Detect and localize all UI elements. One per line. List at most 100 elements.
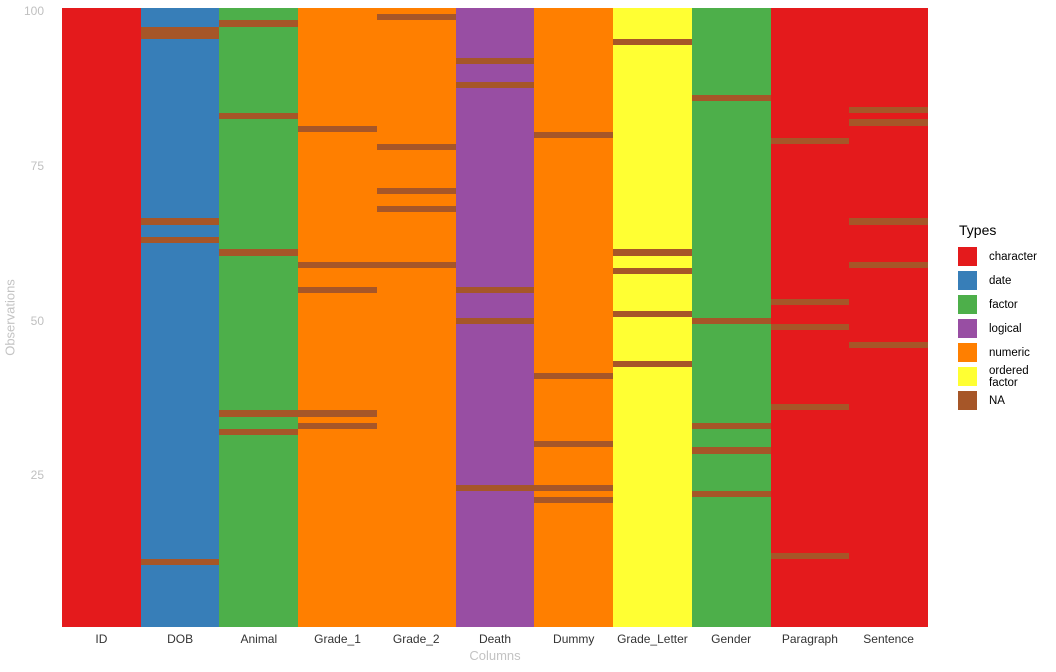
y-tick-label: 50 [30,313,44,328]
na-stripe [534,497,614,504]
column-Sentence [849,8,929,627]
legend-item: logical [958,319,1054,338]
legend: Types character date factor logical numeric o… [958,222,1054,410]
x-tick-label: Paragraph [781,632,838,646]
na-stripe [219,428,299,436]
na-stripe [534,441,614,448]
x-tick-label: Sentence [863,632,914,646]
na-stripe [534,484,614,491]
column-Death [455,8,535,627]
column-DOB [140,8,220,627]
na-stripe [140,218,220,225]
y-tick-label: 25 [30,468,44,483]
legend-swatch [958,367,977,386]
x-tick-label: ID [95,632,108,646]
na-stripe [691,490,771,497]
na-stripe [770,552,850,559]
legend-swatch [958,247,977,266]
legend-swatch [958,271,977,290]
na-stripe [770,323,850,330]
na-stripe [455,317,535,324]
y-tick-label: 100 [23,4,44,19]
legend-label: numeric [989,346,1030,359]
na-stripe [455,484,535,491]
x-axis-ticks: ID DOB Animal Grade_1 Grade_2 Death Dummy Grade… [62,633,928,647]
na-stripe [376,206,456,213]
legend-title: Types [959,222,997,238]
na-stripe [534,373,614,380]
x-tick-label: Animal [240,632,278,646]
column-Grade_2 [376,8,456,627]
na-stripe [140,32,220,39]
na-stripe [691,447,771,454]
na-stripe [613,311,692,318]
column-Gender [691,8,771,627]
na-stripe [298,286,377,293]
legend-label: NA [989,394,1005,407]
column-Grade_Letter [613,8,692,627]
na-stripe [534,131,614,138]
na-stripe [376,14,456,21]
x-axis-title: Columns [469,648,521,663]
na-stripe [298,410,377,417]
na-stripe [770,137,850,145]
legend-swatch [958,391,977,410]
column-Grade_1 [298,8,377,627]
na-stripe [770,298,850,306]
legend-item: character [958,247,1054,266]
legend-swatch [958,343,977,362]
na-stripe [691,317,771,324]
na-stripe [219,410,299,417]
column-Animal [219,8,299,627]
column-ID [62,8,141,627]
na-stripe [219,113,299,120]
na-stripe [849,261,929,268]
na-stripe [298,422,377,429]
legend-label: ordered factor [989,364,1029,389]
na-stripe [613,38,692,46]
x-tick-label: Death [478,632,511,646]
column-Dummy [534,8,614,627]
na-stripe [455,57,535,64]
na-stripe [140,26,220,33]
na-stripe [455,286,535,293]
legend-label: logical [989,322,1022,335]
na-stripe [691,94,771,101]
na-stripe [849,218,929,225]
plot-area [62,8,929,627]
x-tick-label: Grade_Letter [617,632,688,646]
na-stripe [613,267,692,275]
na-stripe [376,187,456,194]
na-stripe [613,249,692,256]
na-stripe [219,249,299,256]
x-tick-label: DOB [167,632,194,646]
na-stripe [376,261,456,268]
column-Paragraph [770,8,850,627]
na-stripe [770,404,850,411]
na-stripe [140,237,220,244]
y-tick-label: 75 [30,158,44,173]
x-tick-label: Gender [711,632,752,646]
na-stripe [691,422,771,429]
na-stripe [613,360,692,368]
x-tick-label: Grade_1 [314,632,361,646]
na-stripe [849,107,929,114]
legend-item: factor [958,295,1054,314]
legend-swatch [958,295,977,314]
legend-item: numeric [958,343,1054,362]
legend-label: character [989,250,1037,263]
legend-label: date [989,274,1012,287]
na-stripe [455,82,535,89]
x-tick-label: Dummy [553,632,595,646]
x-tick-label: Grade_2 [392,632,440,646]
y-axis-ticks: 100 75 50 25 [0,4,45,627]
na-stripe [140,558,220,566]
na-stripe [849,342,929,349]
na-stripe [849,119,929,126]
na-stripe [298,125,377,132]
legend-label: factor [989,298,1018,311]
na-stripe [376,144,456,151]
legend-item: ordered factor [958,364,1054,389]
legend-swatch [958,319,977,338]
